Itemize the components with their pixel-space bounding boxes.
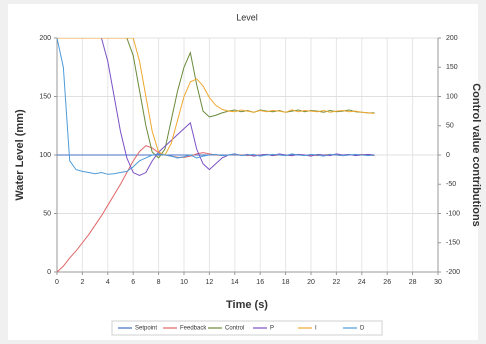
y2-tick-label: 50 <box>446 123 454 130</box>
x-tick-label: 26 <box>383 279 391 286</box>
legend-label: Feedback <box>180 326 207 332</box>
y2-tick-label: -50 <box>446 181 456 188</box>
legend-box <box>111 320 383 336</box>
chart-background <box>8 4 478 340</box>
y2-tick-label: 150 <box>446 64 458 71</box>
x-tick-label: 24 <box>358 279 366 286</box>
x-tick-label: 8 <box>157 279 161 286</box>
x-tick-label: 12 <box>206 279 214 286</box>
y-tick-label: 100 <box>39 152 51 159</box>
x-tick-label: 2 <box>80 279 84 286</box>
x-tick-label: 0 <box>55 279 59 286</box>
x-tick-label: 28 <box>409 279 417 286</box>
y2-axis-title: Control value contributions <box>470 83 482 227</box>
y-tick-label: 200 <box>39 35 51 42</box>
y2-tick-label: 0 <box>446 152 450 159</box>
y2-tick-label: 200 <box>446 35 458 42</box>
y-tick-label: 0 <box>47 269 51 276</box>
y-tick-label: 150 <box>39 93 51 100</box>
y-axis-title: Water Level (mm) <box>14 109 26 201</box>
x-tick-label: 10 <box>180 279 188 286</box>
y-tick-label: 50 <box>43 210 51 217</box>
series-line <box>57 38 375 177</box>
y2-tick-label: -100 <box>446 210 460 217</box>
series-line <box>57 38 375 159</box>
x-axis-title: Time (s) <box>226 299 268 311</box>
series-line <box>57 38 375 175</box>
legend-label: I <box>315 326 317 332</box>
legend-label: P <box>270 326 274 332</box>
x-tick-label: 18 <box>282 279 290 286</box>
chart-title: Level <box>236 12 258 22</box>
y2-tick-label: 100 <box>446 93 458 100</box>
x-tick-label: 14 <box>231 279 239 286</box>
x-tick-label: 6 <box>131 279 135 286</box>
x-tick-label: 4 <box>106 279 110 286</box>
x-tick-label: 16 <box>256 279 264 286</box>
legend-label: Control <box>225 326 244 332</box>
legend-label: Setpoint <box>135 326 157 332</box>
plot-area <box>57 38 375 272</box>
x-tick-label: 20 <box>307 279 315 286</box>
legend-label: D <box>360 326 365 332</box>
y2-tick-label: -200 <box>446 269 460 276</box>
x-tick-label: 22 <box>333 279 341 286</box>
y2-tick-label: -150 <box>446 240 460 247</box>
x-tick-label: 30 <box>434 279 442 286</box>
series-line <box>57 38 375 156</box>
